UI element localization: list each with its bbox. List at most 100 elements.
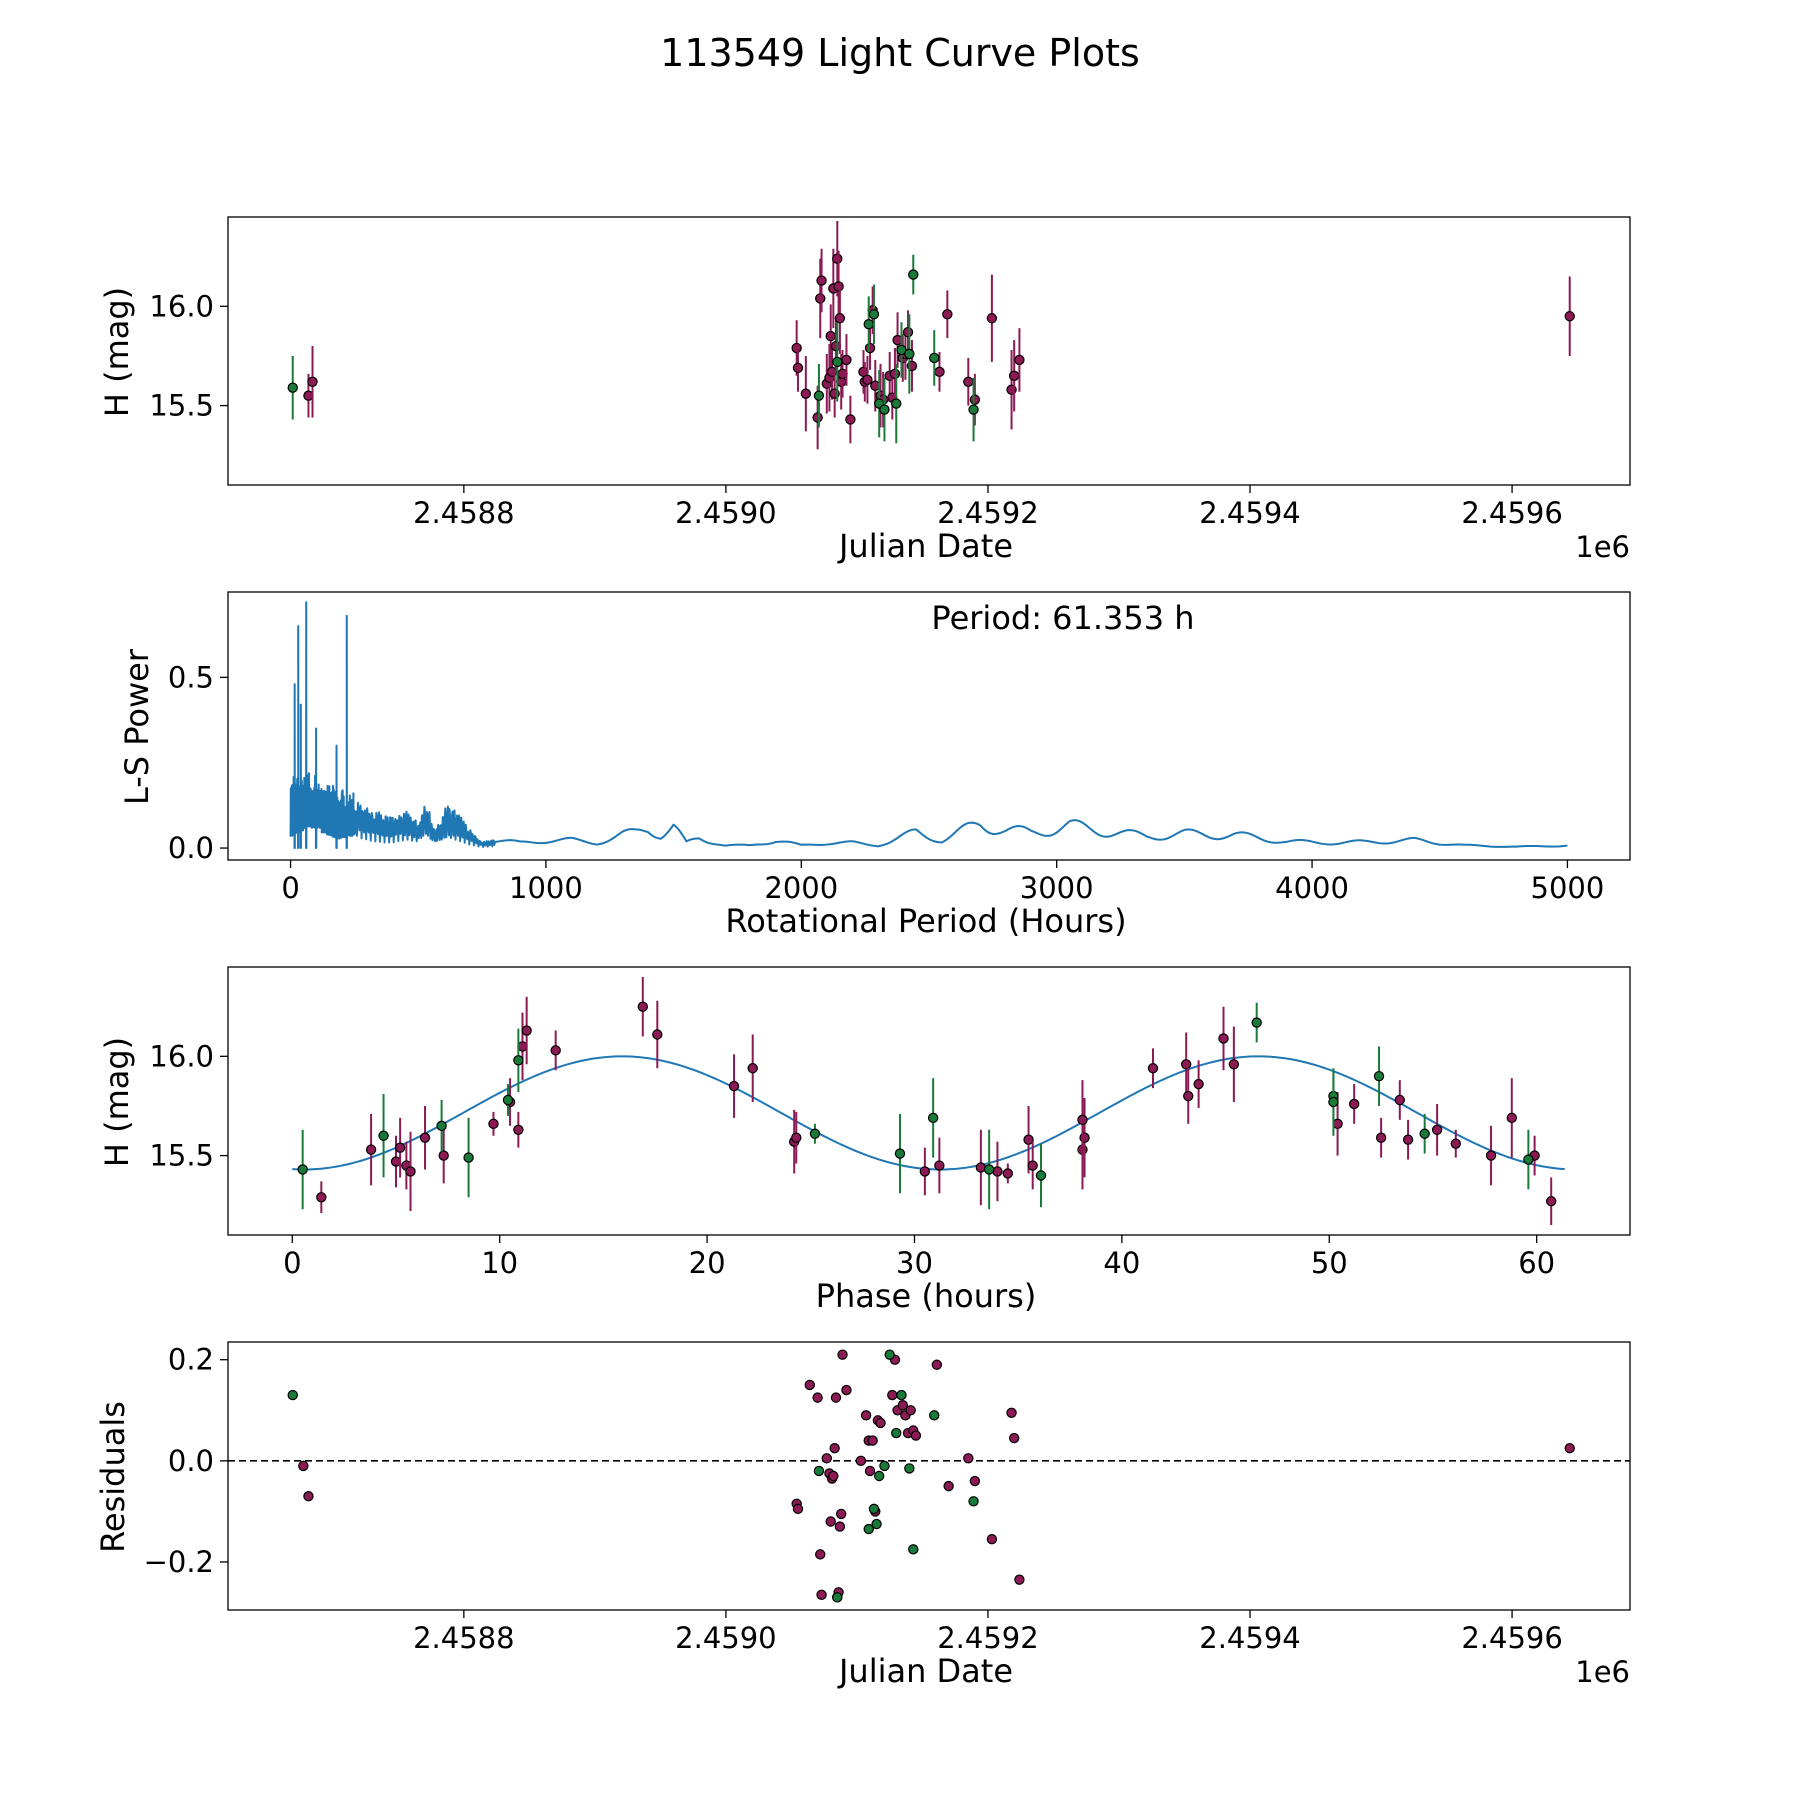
- data-point-r: [1348, 1098, 1360, 1110]
- data-point-r: [834, 313, 846, 324]
- data-point-g: [832, 356, 843, 368]
- x-tick-label: 40: [1103, 1246, 1140, 1280]
- data-point-r: [521, 1025, 532, 1036]
- data-point-g: [874, 1470, 885, 1482]
- data-point-g: [868, 1503, 880, 1515]
- data-point-g: [983, 1164, 995, 1175]
- residuals-ylabel: Residuals: [94, 1401, 132, 1553]
- data-point-r: [550, 1045, 561, 1056]
- x-tick-label: 20: [689, 1246, 726, 1280]
- data-point-g: [929, 1410, 940, 1421]
- data-point-r: [821, 1453, 832, 1464]
- data-point-g: [513, 1055, 524, 1066]
- data-point-r: [864, 342, 876, 354]
- data-point-r: [828, 1470, 839, 1482]
- data-point-r: [1545, 1196, 1557, 1207]
- data-point-r: [992, 1166, 1003, 1177]
- x-tick-label: 50: [1311, 1246, 1348, 1280]
- data-point-r: [1006, 1407, 1017, 1418]
- y-tick-label: −0.2: [144, 1545, 214, 1579]
- x-tick-label: 2.4588: [413, 1621, 514, 1655]
- data-point-r: [816, 275, 827, 286]
- data-point-r: [1228, 1059, 1240, 1070]
- data-point-r: [1375, 1132, 1387, 1143]
- data-point-g: [929, 352, 940, 364]
- x-tick-label: 2.4590: [675, 496, 776, 530]
- y-tick-label: 0.5: [168, 660, 214, 694]
- x-tick-label: 0: [283, 1246, 301, 1280]
- data-point-g: [927, 1112, 939, 1124]
- data-point-r: [1002, 1168, 1014, 1179]
- data-point-r: [986, 1534, 998, 1545]
- data-point-g: [891, 1427, 902, 1439]
- data-point-g: [1373, 1070, 1385, 1082]
- data-point-r: [1450, 1138, 1461, 1149]
- data-point-r: [804, 1379, 815, 1391]
- data-point-r: [1014, 354, 1025, 366]
- data-point-r: [860, 1410, 872, 1421]
- data-point-r: [845, 414, 856, 425]
- data-point-r: [833, 281, 844, 292]
- data-point-r: [652, 1029, 663, 1040]
- lightcurve-ylabel: H (mag): [98, 287, 136, 417]
- data-point-g: [502, 1094, 514, 1106]
- data-point-r: [834, 1521, 846, 1532]
- data-point-r: [316, 1192, 327, 1203]
- data-point-g: [896, 1389, 907, 1401]
- data-point-r: [792, 1503, 804, 1515]
- x-tick-label: 3000: [1020, 871, 1094, 905]
- data-point-r: [889, 368, 901, 380]
- x-tick-label: 2.4594: [1199, 496, 1300, 530]
- lightcurve-panel: H (mag) Julian Date 1e6 2.4588 2.4590 2.45…: [98, 216, 1631, 565]
- phased-xlabel: Phase (hours): [816, 1277, 1037, 1315]
- data-point-r: [905, 1405, 916, 1416]
- data-point-r: [910, 1430, 922, 1441]
- data-point-r: [405, 1166, 416, 1177]
- residuals-xlabel: Julian Date: [837, 1652, 1013, 1690]
- data-point-g: [1419, 1128, 1430, 1139]
- x-tick-label: 2.4596: [1461, 496, 1562, 530]
- data-point-r: [812, 412, 823, 423]
- data-point-r: [1079, 1132, 1090, 1143]
- data-point-r: [867, 1435, 878, 1446]
- y-tick-label: 0.2: [168, 1343, 214, 1377]
- data-point-r: [934, 1160, 945, 1171]
- data-point-r: [792, 362, 804, 374]
- y-tick-label: 15.5: [149, 1139, 214, 1173]
- axes-frame: [227, 1341, 1631, 1611]
- data-point-r: [969, 394, 981, 405]
- data-point-r: [1008, 1432, 1020, 1444]
- data-point-r: [887, 1389, 898, 1401]
- y-tick-label: 0.0: [168, 1444, 214, 1478]
- data-point-g: [378, 1130, 389, 1141]
- model-curve: [292, 1055, 1565, 1171]
- data-point-g: [813, 1465, 825, 1477]
- data-point-r: [1180, 1059, 1192, 1070]
- data-point-r: [963, 1453, 974, 1464]
- data-point-r: [830, 1392, 842, 1403]
- data-point-r: [1008, 370, 1020, 382]
- data-point-r: [394, 1142, 406, 1153]
- axes-frame: [227, 591, 1631, 861]
- data-point-g: [908, 1544, 919, 1555]
- data-point-r: [902, 326, 914, 338]
- data-point-r: [875, 1417, 886, 1429]
- data-point-g: [287, 382, 298, 393]
- data-point-r: [791, 342, 802, 354]
- data-point-r: [1193, 1078, 1204, 1090]
- x-tick-label: 5000: [1531, 871, 1605, 905]
- data-point-r: [816, 1589, 827, 1601]
- data-point-g: [884, 1349, 895, 1360]
- x-tick-label: 2.4594: [1199, 1621, 1300, 1655]
- periodogram-panel: L-S Power Rotational Period (Hours) Peri…: [118, 591, 1631, 940]
- data-point-r: [1077, 1114, 1088, 1126]
- data-point-g: [813, 390, 825, 401]
- data-point-g: [1035, 1170, 1047, 1181]
- phased-panel: H (mag) Phase (hours) 0 10 20 30 40 50 60 15.5 1…: [98, 966, 1631, 1315]
- x-tick-label: 30: [896, 1246, 933, 1280]
- data-point-r: [800, 388, 812, 399]
- data-point-r: [986, 313, 998, 324]
- lightcurve-plot-area: 2.4588 2.4590 2.4592 2.4594 2.4596 15.5 16.0: [149, 216, 1631, 530]
- data-point-g: [832, 1592, 843, 1603]
